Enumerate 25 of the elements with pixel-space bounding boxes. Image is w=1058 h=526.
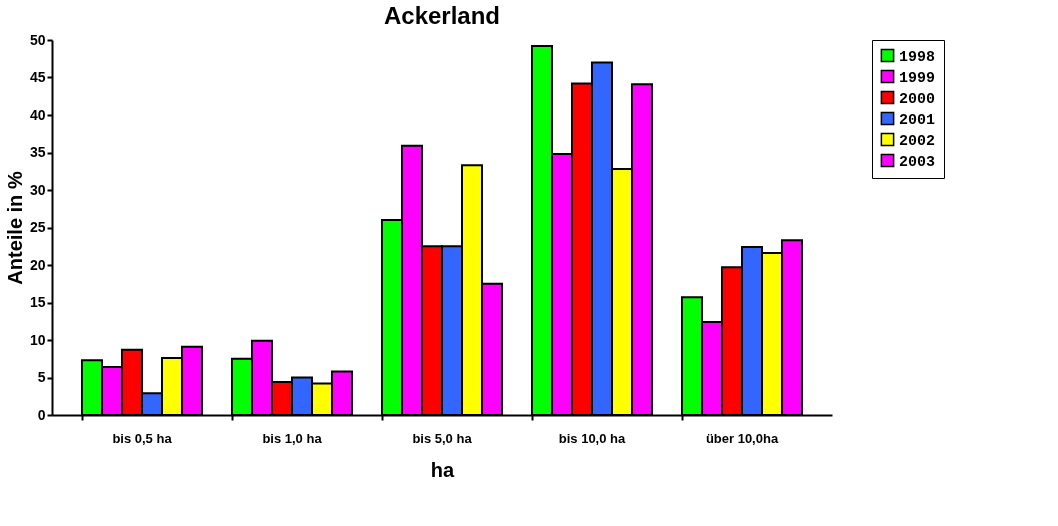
legend-label: 2002	[899, 132, 936, 150]
y-tick-label: 10	[29, 331, 46, 348]
x-tick-label: bis 0,5 ha	[112, 430, 173, 446]
legend-label: 2003	[899, 153, 936, 171]
chart-title: Ackerland	[383, 2, 501, 29]
y-tick-label: 45	[29, 69, 46, 85]
x-tick-label: bis 10,0 ha	[558, 430, 627, 446]
x-axis-title: ha	[430, 458, 456, 481]
y-tick-label: 30	[29, 181, 46, 198]
x-tick-label: bis 5,0 ha	[412, 430, 473, 446]
y-tick-label: 0	[37, 406, 46, 423]
y-tick-label: 15	[29, 294, 46, 310]
y-tick-label: 50	[29, 31, 46, 48]
legend-label: 1998	[899, 48, 936, 66]
y-axis-title: Anteile in %	[3, 171, 26, 285]
x-tick-label: bis 1,0 ha	[262, 430, 323, 446]
y-tick-label: 35	[29, 144, 46, 160]
y-tick-label: 25	[29, 219, 46, 235]
y-tick-label: 5	[37, 369, 46, 385]
legend-label: 2000	[899, 90, 936, 108]
legend-label: 2001	[899, 111, 936, 129]
y-tick-label: 40	[29, 106, 46, 123]
legend-label: 1999	[899, 69, 936, 87]
x-tick-label: über 10,0ha	[705, 430, 779, 446]
y-tick-label: 20	[29, 256, 46, 273]
